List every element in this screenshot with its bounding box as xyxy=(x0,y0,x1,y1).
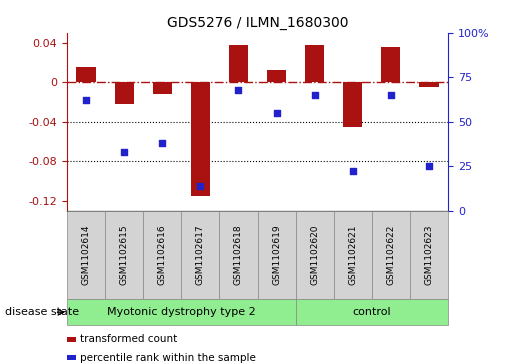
Point xyxy=(387,92,395,98)
Text: GSM1102621: GSM1102621 xyxy=(348,225,357,285)
Text: GSM1102622: GSM1102622 xyxy=(386,225,396,285)
Text: GSM1102619: GSM1102619 xyxy=(272,225,281,285)
Point xyxy=(82,97,90,103)
Point xyxy=(196,183,204,188)
Point xyxy=(311,92,319,98)
Text: GSM1102620: GSM1102620 xyxy=(310,225,319,285)
Bar xyxy=(344,82,363,127)
Point xyxy=(272,110,281,115)
Point xyxy=(120,149,128,155)
Point xyxy=(349,168,357,174)
Bar xyxy=(114,82,134,104)
Point xyxy=(158,140,166,146)
Bar xyxy=(229,45,248,82)
Title: GDS5276 / ILMN_1680300: GDS5276 / ILMN_1680300 xyxy=(167,16,348,30)
Point xyxy=(425,163,433,169)
Bar xyxy=(267,70,286,82)
Text: percentile rank within the sample: percentile rank within the sample xyxy=(80,352,256,363)
Text: control: control xyxy=(352,307,391,317)
Bar xyxy=(153,82,172,94)
Text: GSM1102617: GSM1102617 xyxy=(196,225,205,285)
Text: GSM1102616: GSM1102616 xyxy=(158,225,167,285)
Text: GSM1102614: GSM1102614 xyxy=(81,225,91,285)
Text: transformed count: transformed count xyxy=(80,334,177,344)
Bar xyxy=(191,82,210,196)
Bar xyxy=(76,67,96,82)
Text: GSM1102615: GSM1102615 xyxy=(119,225,129,285)
Text: GSM1102623: GSM1102623 xyxy=(424,225,434,285)
Point xyxy=(234,87,243,93)
Text: disease state: disease state xyxy=(5,307,79,317)
Bar xyxy=(419,82,439,87)
Text: GSM1102618: GSM1102618 xyxy=(234,225,243,285)
Bar xyxy=(382,48,401,82)
Text: Myotonic dystrophy type 2: Myotonic dystrophy type 2 xyxy=(107,307,255,317)
Bar xyxy=(305,45,324,82)
